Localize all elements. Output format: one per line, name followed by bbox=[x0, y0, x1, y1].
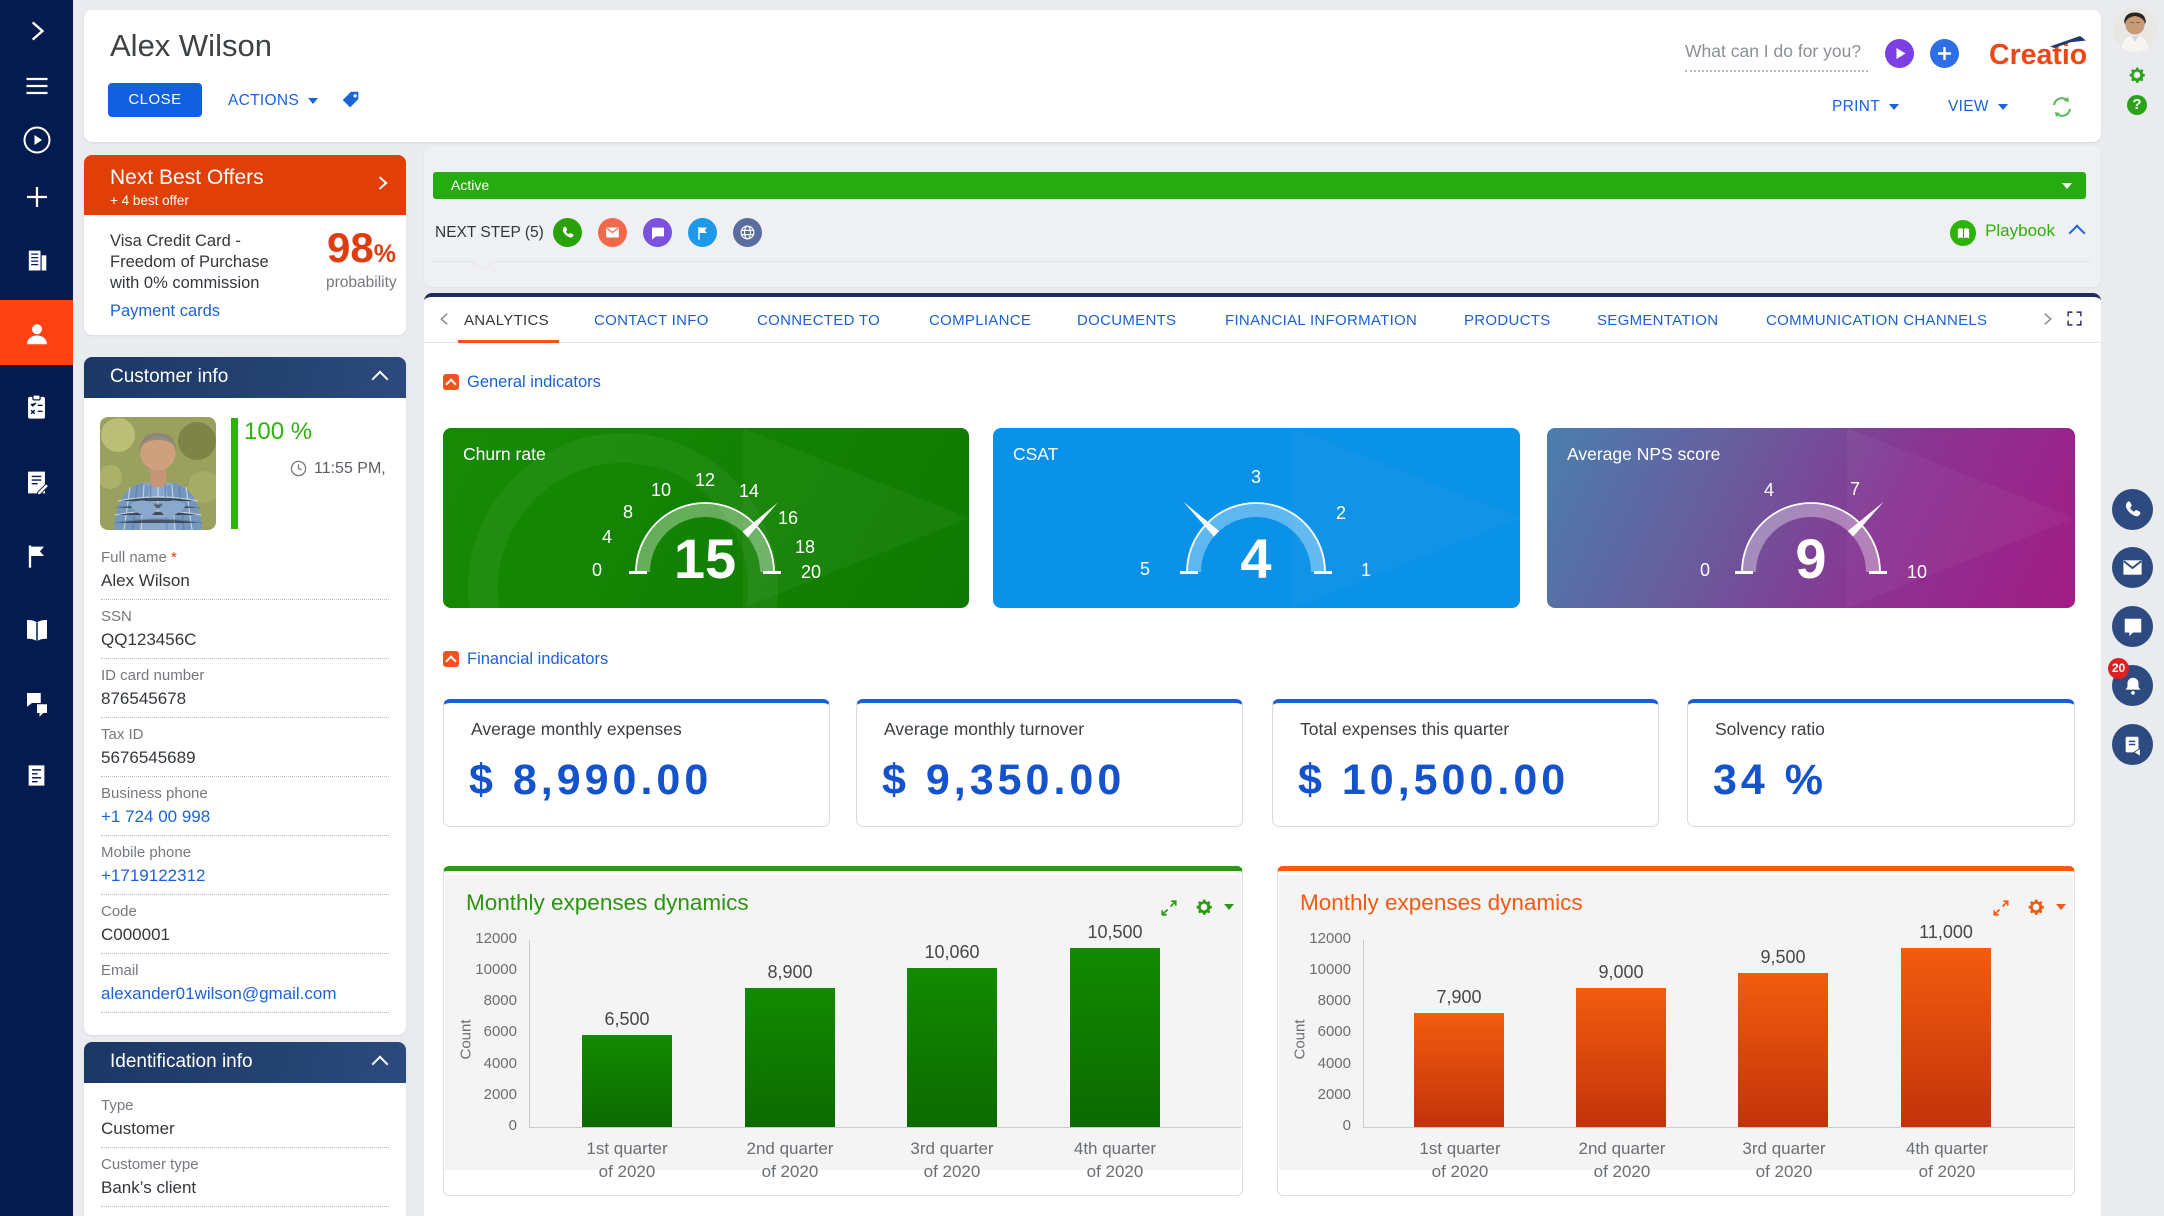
svg-text:18: 18 bbox=[795, 537, 815, 557]
svg-text:10: 10 bbox=[651, 480, 671, 500]
svg-text:0: 0 bbox=[1700, 560, 1710, 580]
svg-text:2: 2 bbox=[1336, 503, 1346, 523]
svg-text:1: 1 bbox=[1361, 560, 1371, 580]
svg-text:20: 20 bbox=[801, 562, 821, 582]
svg-text:12: 12 bbox=[695, 470, 715, 490]
svg-text:14: 14 bbox=[739, 481, 759, 501]
svg-text:10: 10 bbox=[1907, 562, 1927, 582]
svg-text:4: 4 bbox=[602, 527, 612, 547]
svg-text:4: 4 bbox=[1240, 527, 1271, 590]
svg-text:7: 7 bbox=[1850, 479, 1860, 499]
svg-text:4: 4 bbox=[1764, 480, 1774, 500]
svg-text:0: 0 bbox=[592, 560, 602, 580]
svg-text:8: 8 bbox=[623, 502, 633, 522]
svg-text:16: 16 bbox=[778, 508, 798, 528]
svg-text:5: 5 bbox=[1140, 559, 1150, 579]
svg-text:9: 9 bbox=[1795, 527, 1826, 590]
svg-text:Creatio: Creatio bbox=[1990, 39, 2087, 70]
svg-text:3: 3 bbox=[1251, 467, 1261, 487]
svg-text:15: 15 bbox=[674, 527, 736, 590]
